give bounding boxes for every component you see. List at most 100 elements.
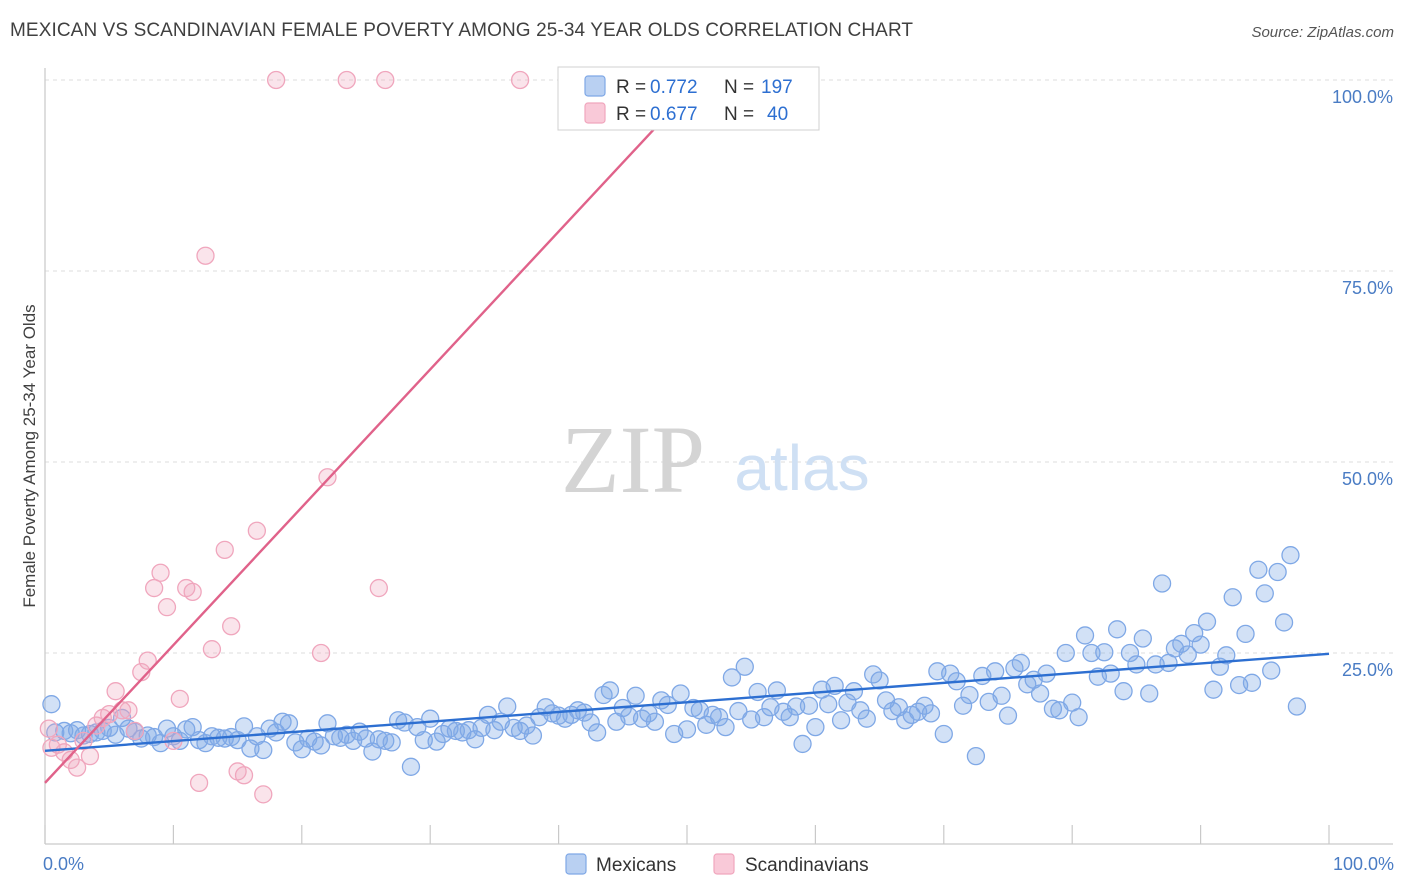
bottom-legend: Mexicans Scandinavians	[565, 853, 869, 876]
mexicans-point-84	[581, 713, 600, 732]
bottom-legend-label-scandinavians: Scandinavians	[745, 855, 869, 876]
bottom-legend-swatch-scandinavians	[713, 853, 735, 875]
y-tick-label-0: 100.0%	[1332, 87, 1393, 107]
mexicans-point-173	[1152, 574, 1172, 593]
series-scandinavians	[39, 70, 530, 804]
scandinavians-point-28	[222, 617, 241, 636]
mexicans-point-36	[273, 712, 292, 731]
mexicans-point-194	[1287, 697, 1307, 716]
mexicans-point-187	[1242, 673, 1262, 692]
mexicans-point-56	[401, 757, 421, 776]
mexicans-point-148	[992, 686, 1011, 705]
legend-r-label-scandinavians: R =	[616, 104, 646, 125]
mexicans-point-85	[587, 723, 607, 742]
mexicans-point-91	[626, 686, 645, 705]
x-tick-label-max: 100.0%	[1333, 854, 1394, 874]
mexicans-point-117	[793, 734, 812, 754]
scandinavians-point-19	[157, 598, 177, 617]
mexicans-point-190	[1262, 661, 1281, 680]
bottom-legend-swatch-mexicans	[565, 853, 587, 875]
mexicans-point-177	[1178, 645, 1197, 664]
mexicans-point-176	[1172, 634, 1191, 653]
mexicans-point-139	[934, 724, 953, 744]
mexicans-point-154	[1030, 684, 1050, 703]
mexicans-point-129	[870, 671, 889, 690]
mexicans-point-105	[716, 717, 735, 737]
mexicans-point-151	[1011, 653, 1030, 673]
scandinavians-point-37	[369, 578, 388, 598]
scandinavians-point-31	[247, 521, 267, 540]
mexicans-point-99	[677, 720, 697, 739]
series-mexicans	[42, 546, 1307, 776]
mexicans-point-186	[1236, 624, 1255, 644]
mexicans-point-168	[1120, 643, 1140, 663]
mexicans-point-59	[421, 709, 440, 728]
scandinavians-point-39	[510, 70, 530, 90]
legend-swatch-scandinavians	[584, 102, 606, 124]
scandinavians-point-7	[80, 746, 100, 766]
mexicans-point-162	[1082, 643, 1101, 663]
x-axis-ticks	[44, 825, 1330, 844]
mexicans-point-116	[786, 697, 806, 716]
mexicans-point-0	[42, 695, 61, 714]
mexicans-point-98	[671, 684, 690, 703]
legend-n-value-scandinavians: 40	[767, 104, 788, 125]
mexicans-point-63	[446, 721, 466, 741]
mexicans-point-66	[465, 730, 485, 749]
mexicans-point-42	[311, 736, 331, 755]
legend: R = 0.772 N = 197 R = 0.677 N = 40	[557, 66, 820, 131]
legend-n-label-mexicans: N =	[724, 77, 754, 98]
bottom-legend-label-mexicans: Mexicans	[596, 855, 676, 876]
mexicans-point-107	[729, 701, 748, 721]
y-axis-title: Female Poverty Among 25-34 Year Olds	[20, 304, 39, 607]
y-tick-label-2: 50.0%	[1342, 469, 1393, 489]
mexicans-point-142	[953, 696, 973, 715]
mexicans-point-183	[1217, 646, 1236, 665]
mexicans-point-87	[600, 681, 620, 700]
chart-title: MEXICAN VS SCANDINAVIAN FEMALE POVERTY A…	[10, 20, 914, 41]
scandinavians-point-36	[337, 70, 356, 90]
mexicans-point-111	[754, 708, 774, 727]
scandinavians-point-11	[106, 682, 125, 701]
mexicans-point-164	[1095, 643, 1114, 662]
y-tick-labels: 100.0% 75.0% 50.0% 25.0%	[1332, 87, 1393, 680]
legend-r-value-mexicans: 0.772	[650, 77, 698, 98]
scandinavians-point-30	[234, 766, 254, 785]
mexicans-point-171	[1140, 684, 1159, 703]
scandinavians-point-38	[376, 70, 395, 90]
mexicans-point-158	[1056, 643, 1075, 663]
mexicans-point-115	[780, 708, 799, 727]
mexicans-point-127	[857, 709, 876, 728]
mexicans-point-184	[1223, 588, 1242, 607]
mexicans-point-53	[382, 733, 401, 752]
mexicans-point-83	[575, 703, 594, 722]
mexicans-point-160	[1069, 708, 1088, 727]
x-tick-label-min: 0.0%	[43, 854, 84, 874]
scandinavians-point-16	[138, 651, 157, 670]
scandinavians-point-32	[254, 785, 273, 804]
mexicans-point-108	[735, 657, 754, 676]
mexicans-point-33	[254, 740, 273, 760]
mexicans-point-75	[523, 726, 543, 745]
mexicans-point-181	[1204, 680, 1223, 699]
scandinavians-point-27	[215, 540, 234, 560]
scandinavians-point-0	[39, 719, 59, 738]
watermark-zip: ZIP	[561, 406, 705, 513]
y-tick-label-3: 25.0%	[1342, 660, 1393, 680]
mexicans-point-74	[517, 716, 536, 735]
mexicans-point-118	[799, 696, 819, 715]
source-label: Source: ZipAtlas.com	[1251, 24, 1394, 41]
scandinavians-point-21	[170, 689, 189, 708]
mexicans-point-52	[376, 731, 395, 751]
scandinavians-point-23	[183, 582, 202, 602]
scandinavians-point-5	[67, 758, 87, 777]
y-tick-label-1: 75.0%	[1342, 278, 1393, 298]
mexicans-point-188	[1249, 560, 1268, 579]
scandinavians-point-17	[144, 578, 164, 598]
scandinavians-trend-line	[44, 79, 701, 784]
mexicans-point-106	[722, 668, 742, 687]
scandinavians-point-35	[318, 468, 337, 487]
legend-n-value-mexicans: 197	[761, 77, 793, 98]
mexicans-trend-line	[44, 652, 1330, 752]
